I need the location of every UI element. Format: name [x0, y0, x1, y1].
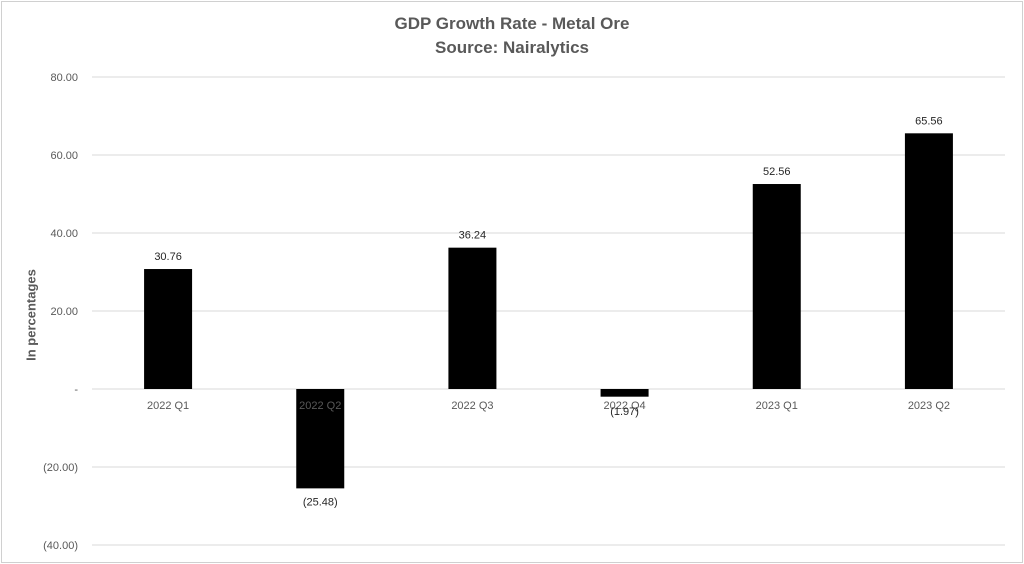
x-tick-label: 2022 Q3 [451, 400, 493, 412]
chart-subtitle: Source: Nairalytics [434, 38, 589, 57]
data-label: (1.97) [610, 406, 639, 418]
data-label: 65.56 [915, 115, 943, 127]
bars [144, 133, 953, 489]
bar [296, 389, 345, 489]
bar [752, 184, 801, 389]
bar [448, 247, 497, 389]
y-tick-label: 80.00 [50, 72, 78, 84]
data-label: 52.56 [763, 166, 791, 178]
chart-title: GDP Growth Rate - Metal Ore [394, 14, 630, 33]
x-tick-labels: 2022 Q1 2022 Q2 2022 Q3 2022 Q4 2023 Q1 2023 … [147, 400, 950, 412]
bar [144, 269, 193, 389]
y-tick-label: 40.00 [50, 228, 78, 240]
x-tick-label: 2023 Q1 [756, 400, 798, 412]
data-label: (25.48) [303, 496, 338, 508]
bar [600, 389, 649, 397]
y-tick-label: 60.00 [50, 150, 78, 162]
y-tick-label: - [74, 384, 78, 396]
bar [904, 133, 953, 389]
x-tick-label: 2023 Q2 [908, 400, 950, 412]
x-tick-label: 2022 Q1 [147, 400, 189, 412]
gridlines [92, 76, 1005, 546]
data-labels: 30.76 (25.48) 36.24 (1.97) 52.56 65.56 [154, 115, 942, 508]
data-label: 30.76 [154, 251, 182, 263]
x-tick-label: 2022 Q4 [603, 400, 645, 412]
data-label: 36.24 [459, 230, 487, 242]
x-tick-label: 2022 Q2 [299, 400, 341, 412]
y-tick-label: (20.00) [43, 462, 78, 474]
y-tick-label: 20.00 [50, 306, 78, 318]
y-tick-label: (40.00) [43, 540, 78, 552]
y-tick-labels: 80.00 60.00 40.00 20.00 - (20.00) (40.00) [43, 72, 78, 552]
